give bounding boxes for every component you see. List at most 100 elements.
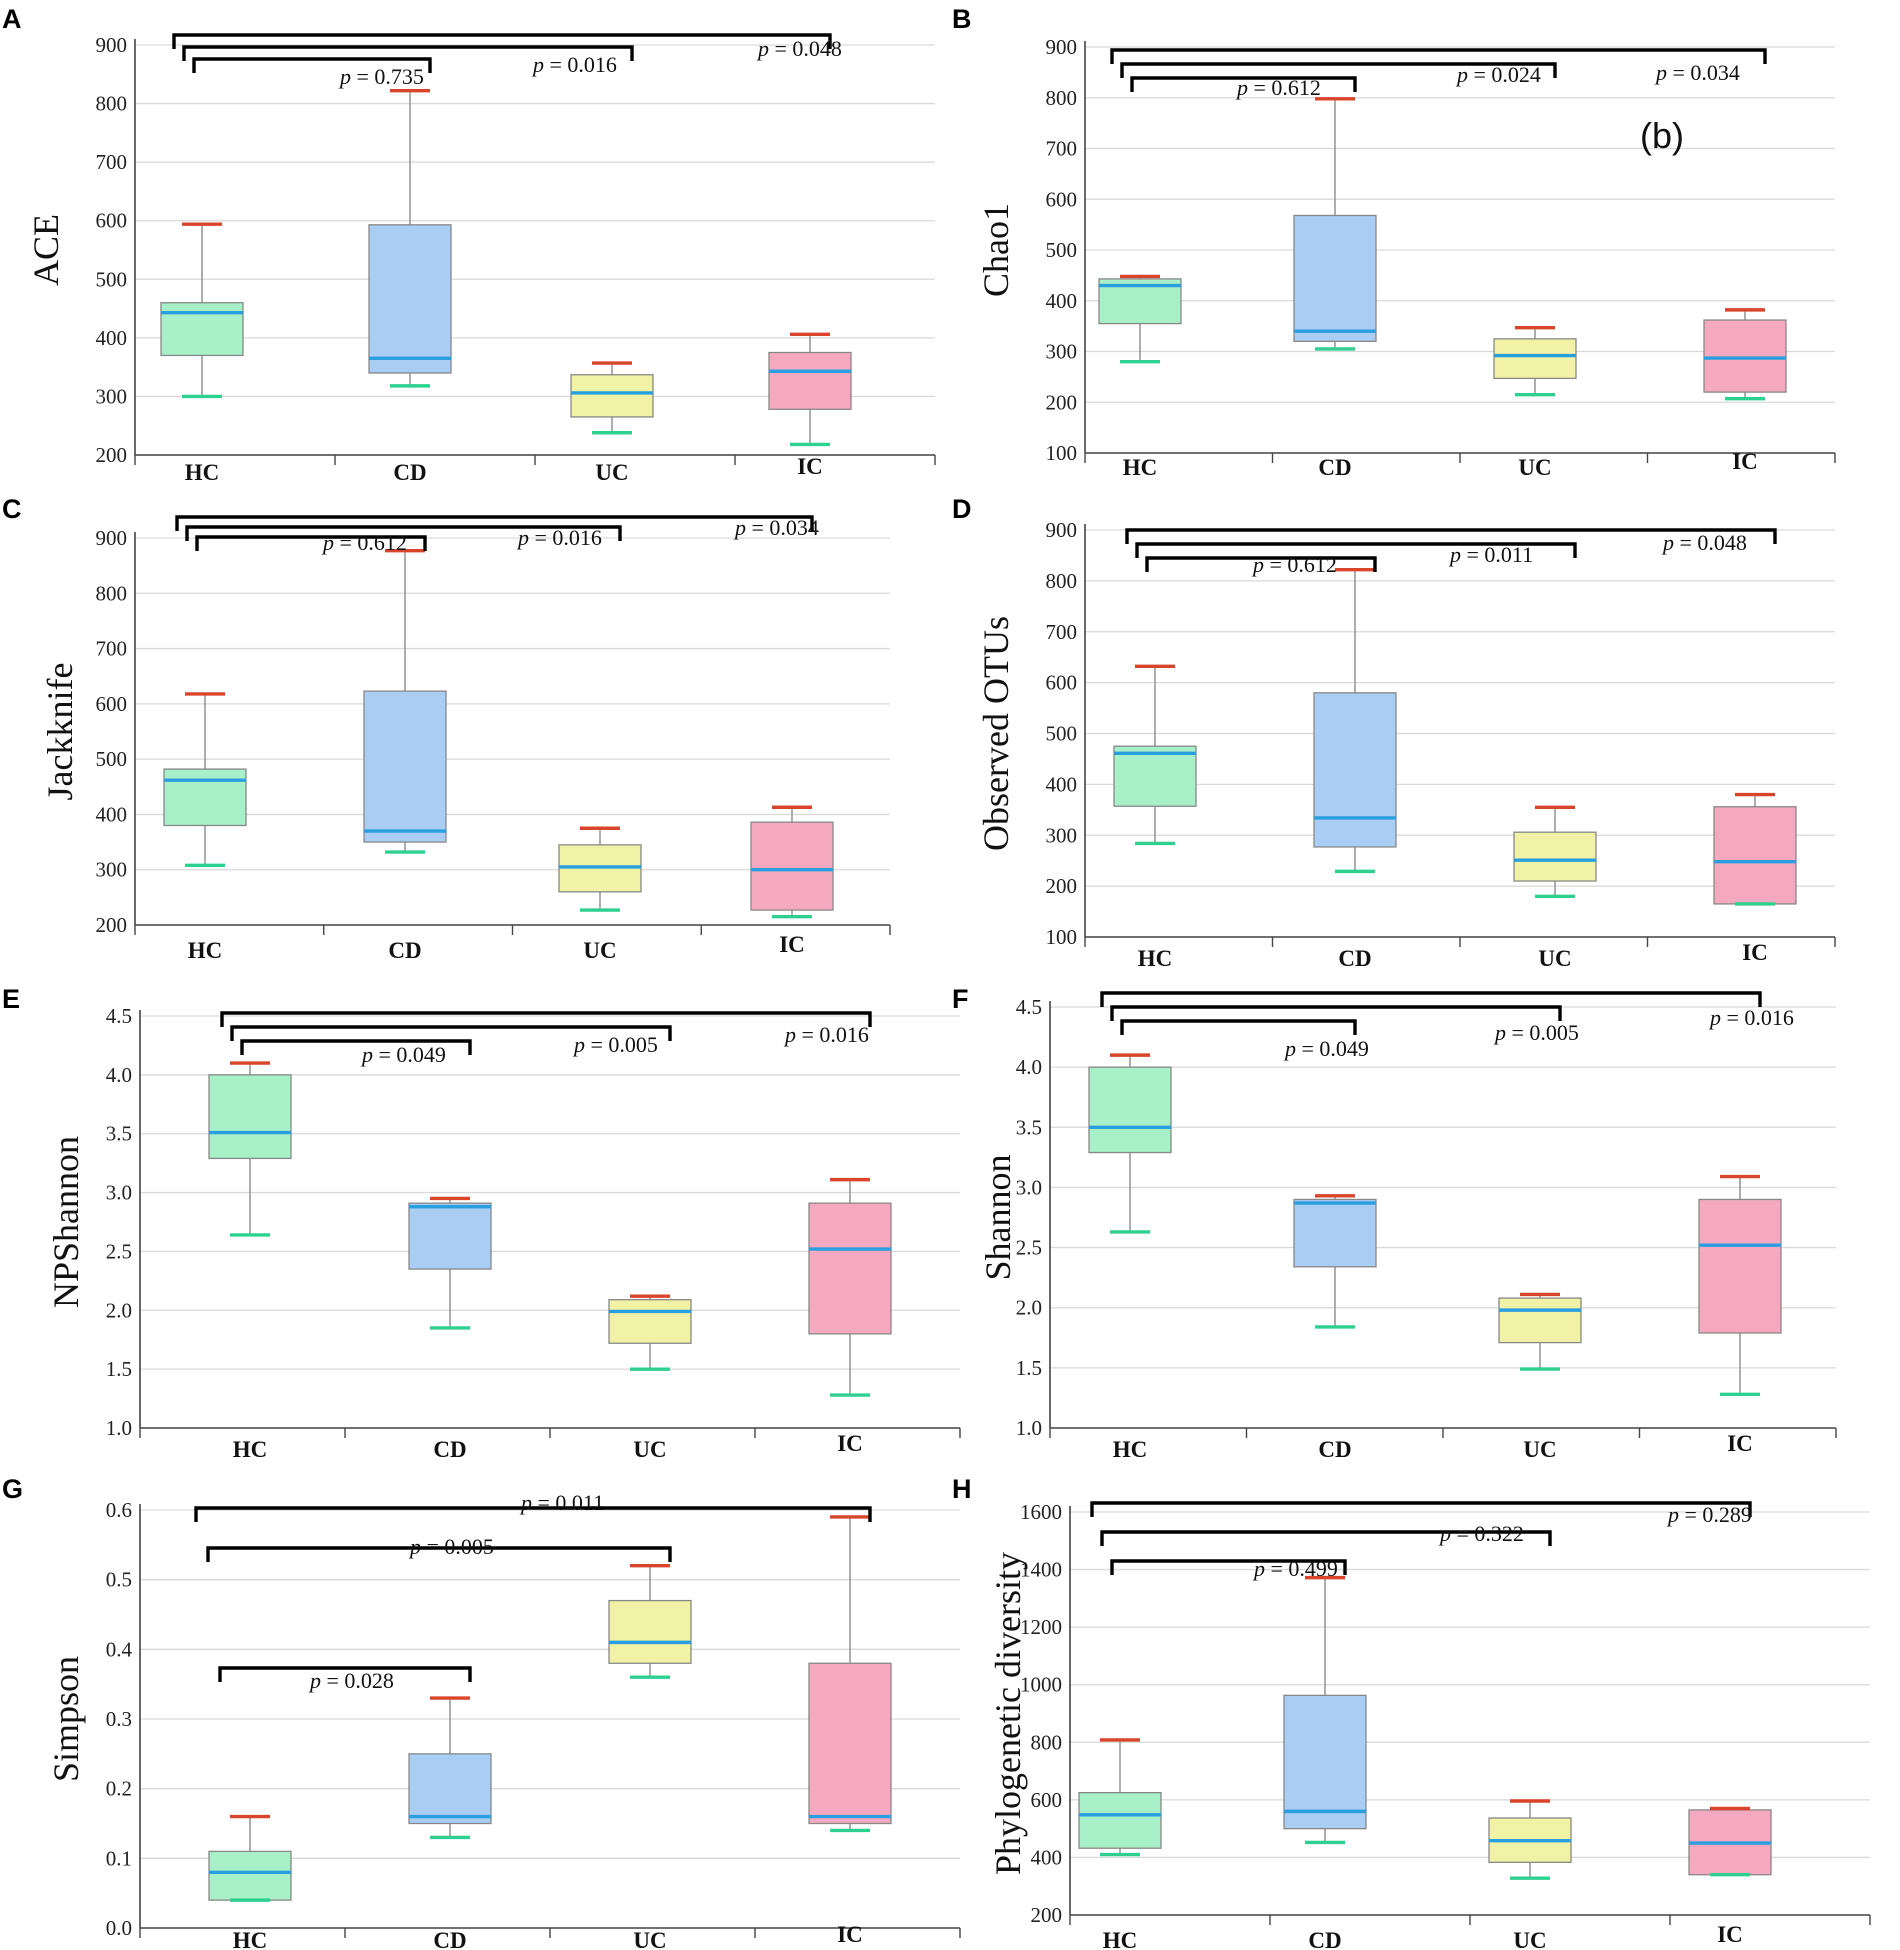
p-value-label: p = 0.016 (531, 52, 617, 77)
x-category-label: HC (1138, 946, 1173, 971)
box-ic (1713, 792, 1797, 906)
significance-bracket (195, 535, 427, 551)
p-value-label: p = 0.034 (733, 515, 819, 540)
iqr-box (750, 821, 834, 911)
significance-bracket (1145, 556, 1377, 572)
iqr-box (1088, 1066, 1172, 1154)
iqr-box (160, 302, 244, 357)
iqr-box (1078, 1792, 1162, 1849)
y-axis-label: Shannon (978, 1155, 1018, 1281)
x-category-label: HC (233, 1437, 268, 1462)
x-category-label: HC (1113, 1437, 1148, 1462)
y-tick-label: 500 (1046, 722, 1078, 746)
panel-annotation: (b) (1640, 115, 1684, 156)
x-category-label: CD (1318, 1437, 1351, 1462)
box-cd (363, 549, 447, 854)
box-hc (1088, 1053, 1172, 1234)
y-tick-label: 800 (1046, 86, 1078, 110)
x-category-label: HC (185, 460, 220, 485)
y-axis-label: NPShannon (46, 1136, 86, 1308)
box-ic (1703, 308, 1787, 401)
x-category-label: CD (388, 938, 421, 963)
significance-bracket (192, 57, 432, 73)
significance-bracket (1100, 1530, 1552, 1546)
significance-bracket (1125, 528, 1777, 544)
significance-bracket (172, 33, 832, 49)
p-value-label: p = 0.612 (1251, 552, 1337, 577)
panel-letter: B (952, 4, 972, 34)
y-tick-label: 800 (96, 581, 128, 605)
p-value-label: p = 0.028 (308, 1668, 394, 1693)
significance-bracket (230, 1025, 672, 1041)
y-tick-label: 800 (96, 92, 128, 116)
y-tick-label: 500 (96, 747, 128, 771)
p-value-label: p = 0.005 (408, 1534, 494, 1559)
box-ic (1698, 1174, 1782, 1397)
y-tick-label: 700 (1046, 620, 1078, 644)
iqr-box (363, 690, 447, 843)
box-hc (1098, 274, 1182, 364)
y-axis-label: ACE (26, 214, 66, 286)
box-ic (768, 332, 852, 447)
y-tick-label: 200 (96, 913, 128, 937)
y-tick-label: 800 (1046, 569, 1078, 593)
significance-bracket (1090, 1501, 1752, 1517)
x-category-label: UC (633, 1928, 666, 1950)
y-tick-label: 300 (96, 384, 128, 408)
y-tick-label: 1000 (1020, 1673, 1062, 1697)
x-category-label: CD (1318, 455, 1351, 480)
x-category-label: UC (583, 938, 616, 963)
y-tick-label: 4.0 (106, 1063, 132, 1087)
x-category-label: UC (1518, 455, 1551, 480)
iqr-box (408, 1753, 492, 1825)
iqr-box (1293, 1198, 1377, 1268)
panel-e-chart: E 1.0 1.5 2.0 2.5 3.0 3.5 4.0 4.5 NPShannon HC CD UC… (2, 984, 961, 1462)
x-category-label: IC (837, 1922, 863, 1947)
iqr-box (1498, 1297, 1582, 1344)
p-value-label: p = 0.289 (1666, 1502, 1752, 1527)
y-tick-label: 0.2 (106, 1777, 132, 1801)
x-category-label: IC (1732, 449, 1758, 474)
x-category-label: CD (1338, 946, 1371, 971)
y-tick-label: 800 (1031, 1730, 1063, 1754)
significance-bracket (182, 45, 634, 61)
significance-bracket (1110, 48, 1767, 64)
x-category-label: CD (433, 1437, 466, 1462)
x-category-label: HC (233, 1928, 268, 1950)
y-tick-label: 4.0 (1016, 1055, 1042, 1079)
significance-bracket (185, 525, 622, 541)
y-tick-label: 600 (96, 692, 128, 716)
y-tick-label: 900 (96, 33, 128, 57)
y-tick-label: 600 (1031, 1788, 1063, 1812)
significance-bracket (1120, 1019, 1357, 1035)
significance-bracket (240, 1039, 472, 1055)
significance-bracket (218, 1666, 472, 1682)
box-uc (1493, 325, 1577, 397)
x-category-label: IC (779, 932, 805, 957)
p-value-label: p = 0.005 (1493, 1020, 1579, 1045)
y-tick-label: 3.5 (106, 1122, 132, 1146)
x-category-label: CD (1308, 1928, 1341, 1950)
y-tick-label: 0.4 (106, 1637, 133, 1661)
y-tick-label: 0.1 (106, 1846, 132, 1870)
significance-bracket (1100, 991, 1762, 1007)
iqr-box (608, 1599, 692, 1664)
box-hc (208, 1061, 292, 1237)
y-tick-label: 1600 (1020, 1500, 1062, 1524)
x-category-label: IC (1717, 1922, 1743, 1947)
y-tick-label: 200 (1046, 390, 1078, 414)
x-category-label: CD (393, 460, 426, 485)
y-tick-label: 300 (1046, 823, 1078, 847)
significance-bracket (1110, 1005, 1562, 1021)
significance-bracket (194, 1506, 872, 1522)
y-tick-label: 900 (96, 526, 128, 550)
y-axis-label: Jackknife (40, 663, 80, 801)
box-hc (160, 222, 244, 399)
p-value-label: p = 0.735 (338, 64, 424, 89)
significance-bracket (1130, 76, 1357, 92)
iqr-box (368, 224, 452, 374)
panel-f-chart: F 1.0 1.5 2.0 2.5 3.0 3.5 4.0 4.5 Shannon HC CD UC IC… (952, 984, 1837, 1462)
iqr-box (1113, 745, 1197, 807)
iqr-box (408, 1202, 492, 1270)
